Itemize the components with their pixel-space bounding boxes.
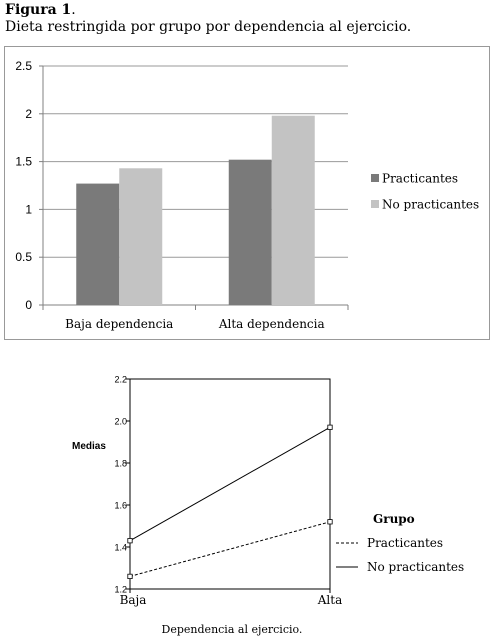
bar-y-tick-label: 1	[25, 202, 32, 216]
line-plot-frame	[129, 378, 331, 590]
bar-y-tick-label: 2	[25, 107, 32, 121]
bar-y-tick-label: 2.5	[15, 59, 32, 73]
line-legend-label: Practicantes	[367, 536, 443, 550]
bar-chart: 0 0.5 1 1.5 2 2.5 Baja dependencia Alta depende…	[4, 46, 490, 340]
line-legend-title: Grupo	[373, 512, 415, 526]
bar-y-tick-label: 0.5	[15, 250, 32, 264]
bar-legend-label: Practicantes	[382, 172, 458, 186]
line-point-marker	[127, 538, 133, 544]
practicantes-line	[129, 521, 331, 577]
line-legend-label: No practicantes	[367, 560, 464, 574]
line-point-marker	[127, 573, 133, 580]
line-y-tick-label: 2.2	[114, 375, 127, 385]
line-x-axis-title: Dependencia al ejercicio.	[162, 623, 303, 636]
bar-no-practicantes	[119, 168, 163, 305]
line-y-tick-label: 1.2	[114, 585, 127, 595]
bar-y-tick-label: 1.5	[15, 155, 32, 169]
line-point-marker	[327, 424, 333, 430]
bar-no-practicantes	[271, 115, 315, 305]
bar-practicantes	[228, 159, 272, 305]
line-y-tick-label: 1.6	[114, 501, 127, 511]
line-y-tick-label: 2.0	[114, 417, 127, 427]
line-chart: 1.2 1.4 1.6 1.8 2.0 2.2 Baja Alta Dependencia al…	[72, 375, 464, 637]
bar-legend-swatch	[371, 200, 379, 208]
line-x-tick-label: Baja	[120, 593, 147, 607]
figure-label-text: Figura 1	[5, 2, 72, 18]
line-point-marker	[327, 519, 333, 525]
bar-category-label: Alta dependencia	[218, 317, 325, 331]
figure-caption: Dieta restringida por grupo por dependen…	[5, 19, 412, 35]
bar-legend-swatch	[371, 174, 379, 182]
bar-practicantes	[76, 183, 120, 305]
line-y-axis-title: Medias	[72, 441, 106, 452]
bar-legend-label: No practicantes	[382, 198, 479, 212]
bar-category-label: Baja dependencia	[65, 317, 173, 331]
no-practicantes-line	[129, 426, 331, 542]
figure-label: Figura 1.	[5, 2, 76, 18]
line-x-tick-label: Alta	[317, 593, 342, 607]
bar-y-tick-label: 0	[25, 298, 32, 312]
line-y-tick-label: 1.8	[114, 459, 127, 469]
line-y-tick-label: 1.4	[114, 543, 127, 553]
